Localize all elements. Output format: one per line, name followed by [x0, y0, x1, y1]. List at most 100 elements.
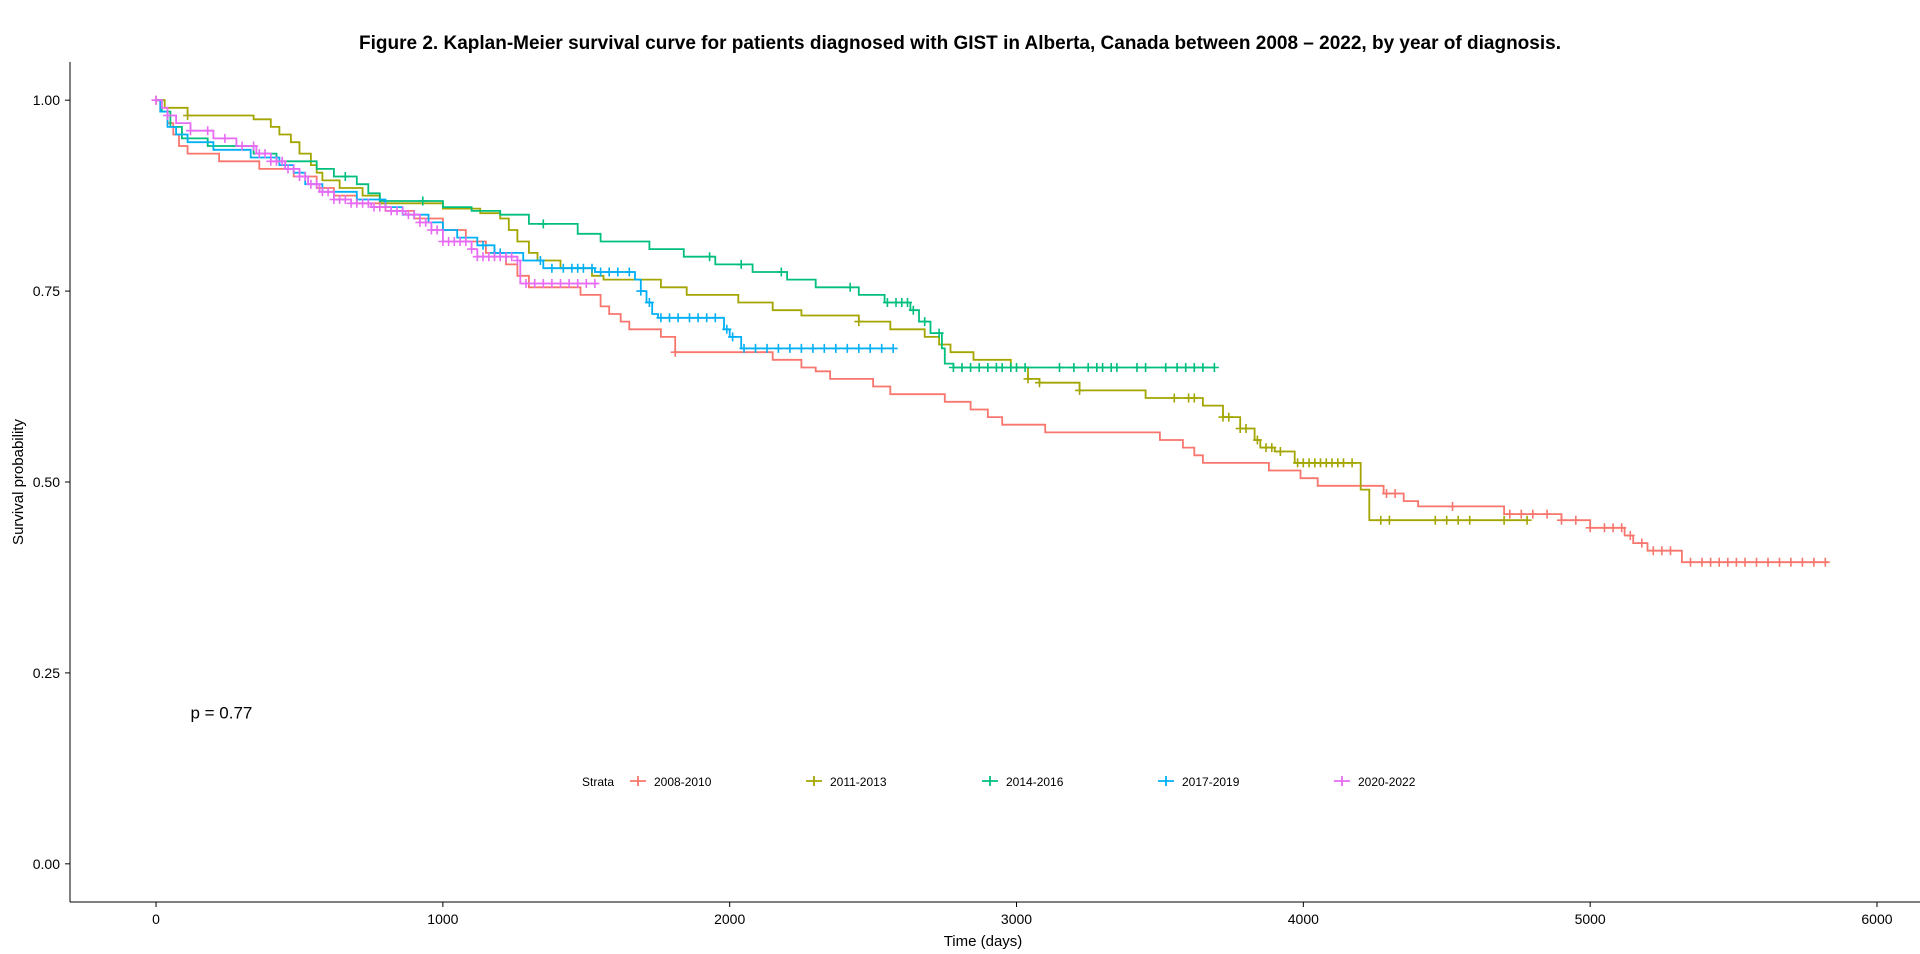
- censor-mark: [340, 195, 350, 204]
- series-2011-2013: [156, 99, 1532, 525]
- x-tick-label: 4000: [1288, 911, 1319, 927]
- censor-mark: [512, 256, 522, 265]
- censor-mark: [1516, 509, 1526, 519]
- censor-mark: [1731, 557, 1741, 567]
- censor-mark: [997, 363, 1007, 372]
- censor-mark: [845, 282, 855, 292]
- x-ticks: 0 1000 2000 3000 4000 5000 6000: [152, 902, 1893, 927]
- censor-mark: [693, 313, 703, 323]
- censor-mark: [1198, 363, 1208, 372]
- censor-mark: [644, 298, 654, 307]
- series-2017-2019: [156, 99, 898, 353]
- censor-mark: [710, 313, 720, 323]
- censor-mark: [300, 172, 310, 181]
- censor-mark: [948, 363, 958, 372]
- censor-mark: [1657, 546, 1667, 556]
- censor-mark: [1209, 363, 1219, 372]
- censor-mark: [398, 206, 408, 216]
- censor-mark: [409, 210, 419, 220]
- censor-mark: [547, 279, 557, 288]
- censor-mark: [1571, 515, 1581, 525]
- legend-item-2017-2019: 2017-2019: [1158, 775, 1240, 789]
- censor-mark: [1648, 546, 1658, 556]
- x-tick-label: 2000: [714, 911, 745, 927]
- censor-mark: [776, 267, 786, 277]
- censor-mark: [673, 313, 683, 323]
- censor-mark: [702, 313, 712, 323]
- censor-mark: [1448, 501, 1457, 511]
- censor-mark: [736, 259, 746, 269]
- censor-mark: [604, 267, 614, 277]
- censor-mark: [670, 347, 680, 357]
- censor-mark: [1339, 458, 1348, 468]
- censor-mark: [1384, 515, 1394, 525]
- censor-mark: [1617, 523, 1627, 533]
- survival-curve-2014-2016: [156, 99, 1215, 369]
- censor-mark: [535, 256, 545, 265]
- censor-mark: [461, 237, 471, 246]
- censor-mark: [656, 313, 666, 323]
- censor-mark: [249, 141, 259, 151]
- censor-mark: [418, 196, 428, 206]
- censor-mark: [785, 343, 795, 353]
- legend: Strata 2008-2010 2011-2013 2014-2016 2017-2…: [582, 775, 1416, 789]
- censor-mark: [289, 164, 299, 174]
- y-tick-label: 0.50: [33, 474, 60, 490]
- legend-label: 2020-2022: [1358, 775, 1416, 789]
- censor-mark: [564, 279, 574, 288]
- legend-item-2014-2016: 2014-2016: [982, 775, 1064, 789]
- censor-mark: [1189, 393, 1199, 403]
- censor-mark: [1752, 557, 1761, 567]
- censor-mark: [1035, 378, 1044, 388]
- censor-mark: [530, 279, 540, 288]
- censor-mark: [903, 298, 912, 307]
- censor-mark: [1522, 515, 1532, 525]
- censor-mark: [1267, 443, 1277, 453]
- censor-mark: [665, 313, 674, 323]
- censor-mark: [1740, 557, 1750, 567]
- censor-mark: [908, 305, 918, 315]
- censor-mark: [432, 225, 442, 235]
- censor-mark: [1275, 447, 1285, 456]
- censor-mark: [1723, 557, 1733, 567]
- censor-mark: [1189, 363, 1199, 372]
- censor-mark: [1608, 523, 1618, 533]
- censor-mark: [705, 252, 715, 262]
- survival-curve-2011-2013: [156, 99, 1528, 522]
- censor-mark: [1557, 515, 1566, 525]
- y-tick-label: 0.25: [33, 665, 60, 681]
- legend-label: 2017-2019: [1182, 775, 1240, 789]
- censor-mark: [1820, 557, 1830, 567]
- censor-mark: [1382, 489, 1391, 498]
- x-tick-label: 3000: [1001, 911, 1032, 927]
- censor-mark: [1020, 363, 1030, 372]
- censor-mark: [163, 111, 172, 120]
- censor-mark: [578, 263, 588, 273]
- censor-mark: [1528, 509, 1538, 519]
- censor-mark: [888, 343, 898, 353]
- legend-item-2008-2010: 2008-2010: [630, 775, 712, 789]
- censor-mark: [728, 332, 738, 342]
- legend-label: 2014-2016: [1006, 775, 1064, 789]
- legend-item-2011-2013: 2011-2013: [806, 775, 887, 789]
- censor-mark: [237, 141, 247, 151]
- censor-mark: [1181, 363, 1191, 372]
- series-layer: [151, 95, 1830, 567]
- censor-mark: [1666, 546, 1675, 556]
- censor-mark: [854, 317, 864, 327]
- censor-mark: [421, 217, 431, 227]
- censor-mark: [467, 244, 477, 254]
- censor-mark: [854, 343, 864, 353]
- censor-mark: [1055, 363, 1064, 372]
- censor-mark: [1098, 363, 1108, 372]
- censor-mark: [340, 172, 350, 181]
- censor-mark: [1625, 531, 1635, 540]
- x-axis-title: Time (days): [944, 933, 1023, 950]
- censor-mark: [1376, 515, 1386, 525]
- censor-mark: [1112, 363, 1122, 372]
- x-tick-label: 5000: [1575, 911, 1606, 927]
- censor-mark: [1763, 557, 1773, 567]
- censor-mark: [808, 343, 818, 353]
- censor-mark: [1252, 435, 1262, 445]
- legend-label: 2011-2013: [830, 775, 887, 789]
